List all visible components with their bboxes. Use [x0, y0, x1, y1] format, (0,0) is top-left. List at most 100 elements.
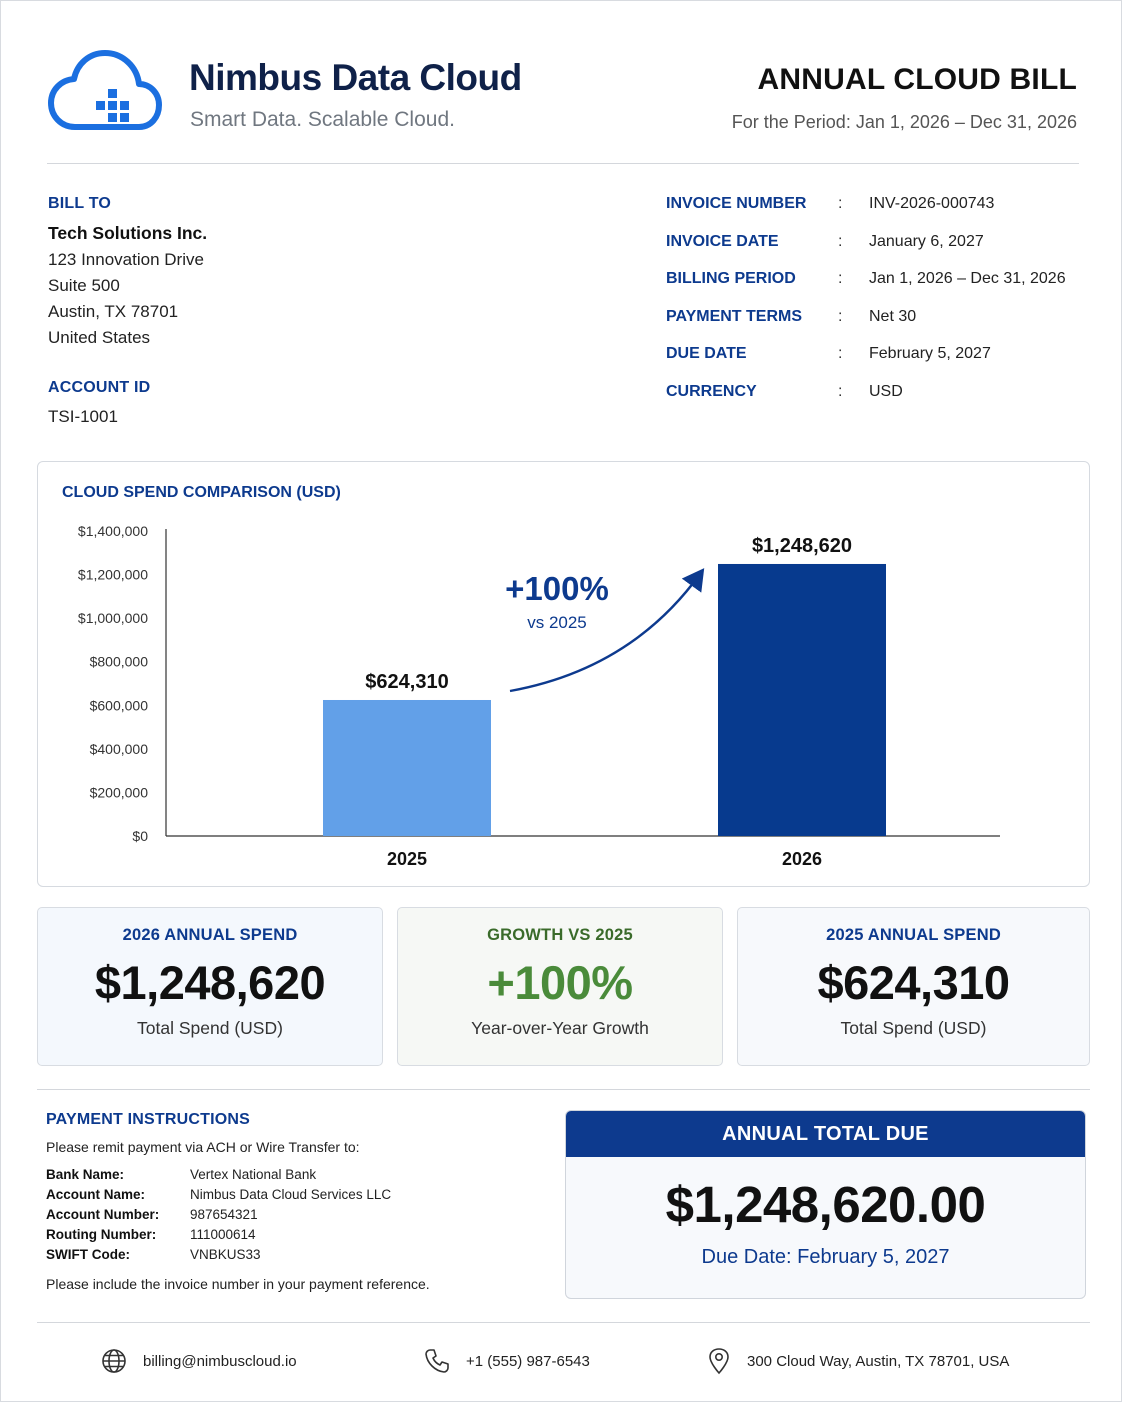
detail-separator: :: [838, 270, 843, 288]
bank-key: Bank Name:: [46, 1167, 125, 1182]
payment-instructions: PAYMENT INSTRUCTIONS Please remit paymen…: [46, 1111, 516, 1292]
detail-key: PAYMENT TERMS: [666, 307, 803, 325]
total-due-label: ANNUAL TOTAL DUE: [566, 1111, 1085, 1157]
account-name: Nimbus Data Cloud Services LLC: [190, 1187, 392, 1202]
detail-key: BILLING PERIOD: [666, 270, 796, 288]
bank-key: SWIFT Code:: [46, 1247, 130, 1262]
bar-value-label: $624,310: [365, 671, 448, 693]
chart-title: CLOUD SPEND COMPARISON (USD): [62, 484, 341, 501]
kpi-label: 2026 ANNUAL SPEND: [122, 926, 298, 944]
spend-chart-card: $0 $200,000 $400,000 $600,000 $800,000 $1,000…: [37, 461, 1090, 887]
billing-period-header: For the Period: Jan 1, 2026 – Dec 31, 20…: [731, 112, 1077, 132]
bank-name: Vertex National Bank: [190, 1167, 317, 1182]
section-divider: [37, 1089, 1090, 1090]
payment-label: PAYMENT INSTRUCTIONS: [46, 1111, 251, 1128]
bank-key: Routing Number:: [46, 1227, 157, 1242]
y-tick-label: $200,000: [90, 784, 149, 800]
account-number: 987654321: [190, 1207, 258, 1222]
routing-number: 111000614: [190, 1227, 256, 1242]
total-due-date: Due Date: February 5, 2027: [701, 1246, 950, 1268]
bank-row: Account Number: 987654321: [46, 1207, 516, 1227]
y-tick-label: $1,400,000: [78, 523, 148, 539]
detail-separator: :: [838, 195, 843, 212]
address-line: 123 Innovation Drive: [48, 250, 204, 269]
detail-separator: :: [838, 232, 843, 250]
invoice-details: INVOICE NUMBER : INV-2026-000743 INVOICE…: [666, 195, 1086, 421]
payment-note: Please include the invoice number in you…: [46, 1276, 430, 1292]
spend-bar-chart: $0 $200,000 $400,000 $600,000 $800,000 $1,000…: [78, 523, 1000, 869]
kpi-subtitle: Total Spend (USD): [840, 1018, 987, 1038]
kpi-value: +100%: [487, 956, 633, 1009]
cloud-icon: [48, 50, 162, 130]
bank-row: Account Name: Nimbus Data Cloud Services …: [46, 1187, 516, 1207]
account-id-value: TSI-1001: [48, 407, 118, 426]
payment-intro: Please remit payment via ACH or Wire Tra…: [46, 1139, 360, 1155]
x-tick-label: 2026: [782, 849, 822, 869]
bank-details: Bank Name: Vertex National Bank Account N…: [46, 1167, 516, 1267]
account-id-label: ACCOUNT ID: [48, 379, 151, 396]
kpi-card-2025-spend: 2025 ANNUAL SPEND $624,310 Total Spend (…: [737, 907, 1090, 1066]
currency: USD: [869, 382, 903, 400]
kpi-label: 2025 ANNUAL SPEND: [826, 926, 1001, 944]
email-link[interactable]: billing@nimbuscloud.io: [143, 1352, 297, 1370]
detail-key: DUE DATE: [666, 345, 747, 363]
y-tick-label: $800,000: [90, 654, 149, 670]
detail-row: DUE DATE : February 5, 2027: [666, 345, 1086, 383]
brand-tagline: Smart Data. Scalable Cloud.: [190, 108, 455, 131]
bill-to-section: BILL TO Tech Solutions Inc. 123 Innovati…: [48, 195, 207, 348]
detail-row: PAYMENT TERMS : Net 30: [666, 308, 1086, 346]
kpi-value: $624,310: [817, 956, 1010, 1009]
payment-terms: Net 30: [869, 307, 917, 325]
kpi-subtitle: Year-over-Year Growth: [471, 1018, 649, 1038]
detail-separator: :: [838, 382, 843, 400]
header-divider: [47, 163, 1079, 164]
invoice-date: January 6, 2027: [869, 232, 984, 250]
globe-icon: [102, 1349, 126, 1373]
bank-row: Bank Name: Vertex National Bank: [46, 1167, 516, 1187]
detail-key: INVOICE DATE: [666, 232, 779, 250]
growth-annotation-sub: vs 2025: [527, 613, 587, 632]
document-title: ANNUAL CLOUD BILL: [757, 63, 1077, 96]
account-section: ACCOUNT ID TSI-1001: [48, 379, 150, 427]
bank-key: Account Name:: [46, 1187, 146, 1202]
detail-row: BILLING PERIOD : Jan 1, 2026 – Dec 31, 2…: [666, 270, 1086, 308]
bank-key: Account Number:: [46, 1207, 160, 1222]
bar-2026: [718, 563, 886, 836]
detail-row: INVOICE NUMBER : INV-2026-000743: [666, 195, 1086, 233]
bar-value-label: $1,248,620: [752, 535, 852, 557]
total-due-amount: $1,248,620.00: [665, 1176, 986, 1233]
bank-row: Routing Number: 111000614: [46, 1227, 516, 1247]
y-tick-label: $0: [132, 828, 148, 844]
location-pin-icon: [709, 1348, 729, 1375]
y-tick-label: $1,200,000: [78, 567, 148, 583]
kpi-value: $1,248,620: [94, 956, 326, 1009]
y-tick-label: $600,000: [90, 697, 149, 713]
address-line: United States: [48, 328, 151, 347]
customer-name: Tech Solutions Inc.: [48, 223, 208, 243]
due-date: February 5, 2027: [869, 345, 991, 363]
detail-key: CURRENCY: [666, 382, 757, 400]
kpi-card-growth: GROWTH VS 2025 +100% Year-over-Year Grow…: [397, 907, 723, 1066]
growth-arrow: [509, 568, 705, 693]
brand-name: Nimbus Data Cloud: [189, 57, 522, 98]
detail-row: CURRENCY : USD: [666, 383, 1086, 421]
address-text: 300 Cloud Way, Austin, TX 78701, USA: [747, 1352, 1010, 1370]
total-due-box: ANNUAL TOTAL DUE $1,248,620.00 Due Date:…: [565, 1110, 1086, 1299]
address-line: Suite 500: [48, 276, 120, 295]
y-tick-label: $1,000,000: [78, 610, 148, 626]
bill-to-label: BILL TO: [48, 195, 112, 212]
y-tick-label: $400,000: [90, 741, 149, 757]
swift-code: VNBKUS33: [190, 1247, 261, 1262]
billing-period: Jan 1, 2026 – Dec 31, 2026: [869, 270, 1066, 288]
detail-separator: :: [838, 345, 843, 363]
phone-number[interactable]: +1 (555) 987-6543: [466, 1352, 590, 1370]
kpi-subtitle: Total Spend (USD): [137, 1018, 283, 1038]
bank-row: SWIFT Code: VNBKUS33: [46, 1247, 516, 1267]
detail-row: INVOICE DATE : January 6, 2027: [666, 233, 1086, 271]
kpi-card-2026-spend: 2026 ANNUAL SPEND $1,248,620 Total Spend…: [37, 907, 383, 1066]
footer-address: 300 Cloud Way, Austin, TX 78701, USA: [707, 1346, 1009, 1376]
kpi-label: GROWTH VS 2025: [487, 926, 633, 944]
footer-email: billing@nimbuscloud.io: [101, 1346, 297, 1376]
detail-key: INVOICE NUMBER: [666, 195, 807, 212]
